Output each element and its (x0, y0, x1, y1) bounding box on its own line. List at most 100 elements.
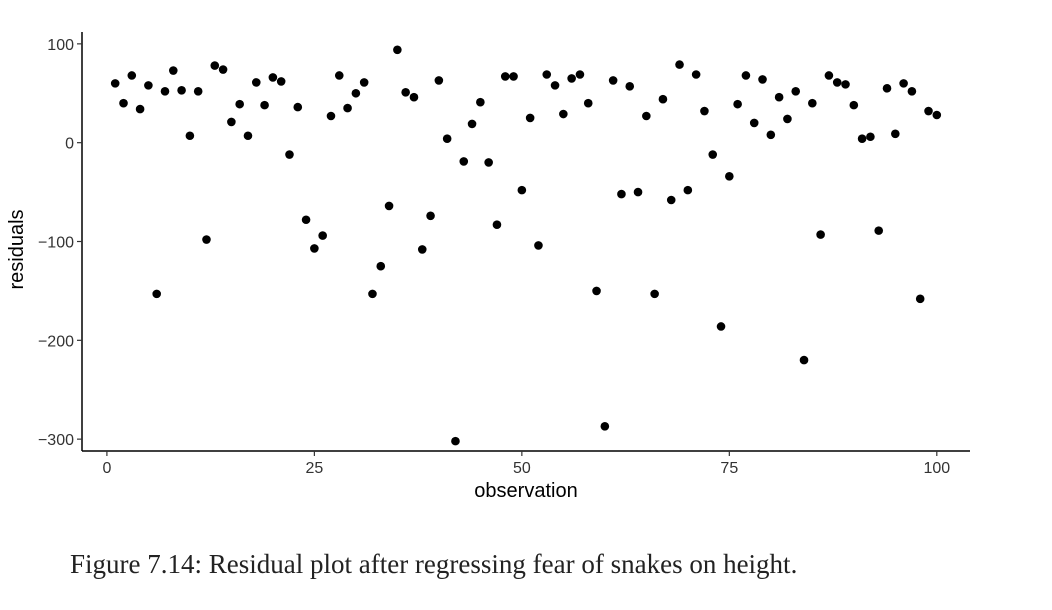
data-point (783, 114, 792, 124)
y-axis-ticks: 100 0 −100 −200 −300 (38, 37, 82, 449)
data-point (534, 241, 543, 250)
data-point (517, 185, 527, 195)
data-point (575, 70, 585, 79)
data-point (177, 86, 186, 95)
data-point (658, 94, 668, 104)
x-tick-label: 75 (720, 460, 738, 477)
data-point (434, 76, 444, 85)
data-point (666, 195, 676, 205)
data-point (642, 111, 651, 121)
data-point (841, 80, 850, 89)
data-point (168, 66, 178, 75)
data-point (359, 78, 369, 87)
data-point (467, 119, 477, 129)
data-point (733, 99, 742, 109)
data-point (334, 71, 344, 80)
data-point (417, 245, 427, 254)
x-tick-label: 50 (513, 460, 531, 477)
data-point (293, 102, 303, 112)
data-point (725, 171, 734, 181)
data-point (907, 86, 917, 96)
x-tick-label: 100 (923, 460, 950, 477)
data-point (368, 289, 377, 299)
data-point (119, 98, 128, 108)
data-point (251, 78, 261, 87)
data-point (160, 86, 170, 96)
data-point (401, 87, 410, 97)
data-point (135, 104, 145, 114)
data-point (866, 132, 875, 142)
data-point (849, 100, 859, 110)
data-point (384, 201, 394, 211)
data-point (683, 185, 693, 195)
data-point (235, 99, 244, 109)
data-point (592, 286, 601, 296)
data-point (276, 77, 286, 86)
data-point (310, 244, 319, 253)
data-point (874, 226, 884, 235)
data-point (393, 45, 402, 55)
data-point (816, 230, 825, 239)
data-point (127, 71, 137, 80)
residual-plot-figure: 0 25 50 75 100 100 0 −100 −200 −300 observation … (6, 32, 970, 502)
data-point (758, 75, 767, 84)
x-axis-ticks: 0 25 50 75 100 (102, 451, 950, 477)
data-point (700, 106, 709, 116)
data-point (227, 117, 236, 127)
y-tick-label: 0 (65, 136, 74, 153)
data-point (932, 110, 942, 120)
data-point (459, 157, 469, 166)
data-point (185, 131, 195, 141)
data-point (766, 130, 776, 140)
data-point (525, 113, 535, 123)
data-point (824, 71, 834, 80)
data-point (193, 86, 203, 96)
data-point (318, 231, 327, 240)
data-point (608, 76, 618, 85)
data-point (542, 70, 552, 79)
data-point (343, 103, 352, 113)
data-point (716, 322, 726, 331)
data-point (675, 60, 684, 69)
data-point (708, 150, 718, 159)
data-point (285, 150, 294, 159)
data-point (650, 289, 659, 299)
data-point (559, 109, 568, 119)
data-point (791, 86, 801, 96)
y-tick-label: 100 (47, 37, 74, 54)
y-tick-label: −300 (38, 432, 74, 449)
data-point (774, 92, 784, 102)
data-point (891, 129, 900, 139)
y-tick-label: −200 (38, 333, 74, 350)
data-point (351, 88, 361, 98)
data-point (915, 294, 925, 304)
data-point (218, 65, 228, 74)
data-point (484, 158, 493, 167)
data-point (567, 74, 576, 83)
data-point (451, 436, 460, 446)
data-point (492, 220, 502, 230)
y-tick-label: −100 (38, 235, 74, 252)
data-point (799, 355, 809, 365)
data-point (741, 71, 751, 80)
y-axis-title: residuals (6, 209, 28, 289)
data-point (808, 98, 817, 108)
data-points (110, 45, 942, 446)
data-point (749, 118, 759, 128)
data-point (442, 134, 452, 144)
data-point (210, 61, 220, 70)
data-point (268, 73, 278, 82)
data-point (882, 84, 892, 93)
data-point (509, 72, 518, 81)
data-point (625, 82, 635, 91)
data-point (924, 106, 933, 116)
x-axis-title: observation (474, 480, 577, 502)
data-point (260, 100, 269, 110)
data-point (899, 79, 908, 88)
data-point (633, 187, 643, 197)
data-point (550, 81, 560, 90)
data-point (243, 131, 253, 141)
data-point (144, 81, 153, 90)
x-tick-label: 25 (305, 460, 323, 477)
